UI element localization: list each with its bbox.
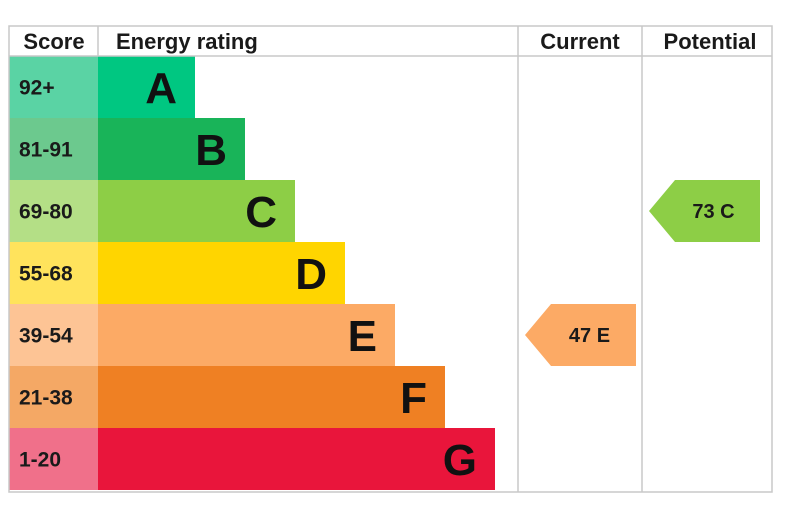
band-letter-d: D [295, 250, 327, 299]
band-bar-g [98, 428, 495, 490]
score-cell-a [9, 56, 98, 118]
score-range-b: 81-91 [19, 139, 73, 162]
band-letter-b: B [195, 126, 227, 175]
score-range-a: 92+ [19, 77, 55, 100]
band-f: 21-38 F [9, 366, 445, 428]
current-arrow-shape [525, 304, 636, 366]
band-letter-c: C [245, 188, 277, 237]
band-g: 1-20 G [9, 428, 495, 490]
band-bar-a [98, 56, 195, 118]
band-bar-c [98, 180, 295, 242]
potential-arrow-shape [649, 180, 760, 242]
band-letter-a: A [145, 64, 177, 113]
score-cell-f [9, 366, 98, 428]
band-a: 92+ A [9, 56, 195, 118]
band-bar-d [98, 242, 345, 304]
rating-arrows: 47 E 73 C [525, 180, 760, 366]
table-border [8, 25, 773, 493]
score-range-f: 21-38 [19, 387, 73, 410]
potential-rating-label: 73 C [692, 201, 734, 223]
table-grid [8, 25, 773, 493]
band-bar-e [98, 304, 395, 366]
current-rating-arrow: 47 E [525, 304, 636, 366]
score-cell-b [9, 118, 98, 180]
rating-bands: 92+ A 81-91 B 69-80 C 55-68 D 39-54 E 21-38 F 1-20 G [9, 56, 495, 490]
header-current: Current [540, 29, 620, 54]
potential-rating-arrow: 73 C [649, 180, 760, 242]
band-d: 55-68 D [9, 242, 345, 304]
band-e: 39-54 E [9, 304, 395, 366]
score-cell-g [9, 428, 98, 490]
band-c: 69-80 C [9, 180, 295, 242]
score-range-d: 55-68 [19, 263, 73, 286]
score-range-e: 39-54 [19, 325, 73, 348]
score-range-c: 69-80 [19, 201, 73, 224]
header-row: Score Energy rating Current Potential [23, 29, 756, 54]
score-range-g: 1-20 [19, 449, 61, 472]
score-cell-e [9, 304, 98, 366]
band-letter-f: F [400, 374, 427, 423]
header-energy-rating: Energy rating [116, 29, 258, 54]
band-letter-g: G [443, 436, 477, 485]
score-cell-d [9, 242, 98, 304]
score-cell-c [9, 180, 98, 242]
header-potential: Potential [664, 29, 757, 54]
band-b: 81-91 B [9, 118, 245, 180]
header-score: Score [23, 29, 84, 54]
band-bar-b [98, 118, 245, 180]
current-rating-label: 47 E [569, 325, 610, 347]
band-letter-e: E [348, 312, 377, 361]
band-bar-f [98, 366, 445, 428]
